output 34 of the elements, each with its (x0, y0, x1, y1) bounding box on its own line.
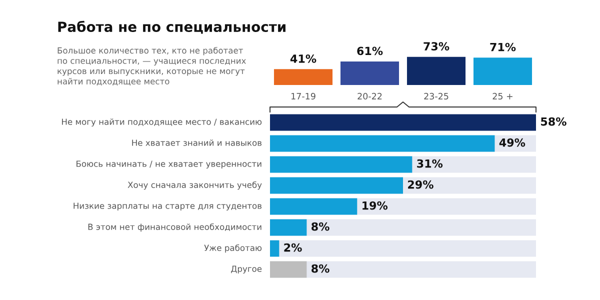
data-label: 61% (357, 46, 383, 56)
x-tick-label: 20-22 (358, 92, 382, 100)
y-tick-label: Другое (231, 266, 262, 274)
data-label: 31% (417, 159, 443, 168)
bar (274, 69, 333, 85)
x-tick-label: 23-25 (424, 92, 448, 100)
data-label: 19% (362, 201, 388, 210)
data-label: 8% (312, 222, 330, 231)
bar (270, 261, 307, 278)
bar (406, 56, 466, 85)
text: Большое количество тех, кто не работает по специальности, — учащиеся последних курсов или выпускники, которые не могут найти подходящее место (58, 47, 246, 86)
data-label: 58% (541, 117, 566, 126)
data-label: 49% (499, 138, 526, 147)
bar (270, 240, 280, 257)
y-tick-label: Боюсь начинать / не хватает уверенности (76, 160, 262, 169)
data-label: 71% (490, 42, 516, 52)
data-label: 29% (408, 180, 434, 189)
data-label: 8% (312, 264, 330, 273)
x-tick-label: 17-19 (292, 92, 316, 100)
y-tick-label: Не могу найти подходящее место / вакансию (62, 118, 262, 127)
data-label: 2% (284, 243, 302, 252)
y-tick-label: Хочу сначала закончить учебу (128, 181, 262, 190)
y-tick-label: Не хватает знаний и навыков (132, 140, 262, 146)
data-label: 41% (290, 54, 316, 63)
bar (473, 58, 532, 85)
bar (270, 219, 307, 236)
y-tick-label: В этом нет финансовой необходимости (88, 223, 262, 232)
bar (270, 198, 358, 215)
data-label: 73% (424, 42, 450, 50)
x-tick-label: 25 + (492, 92, 512, 100)
chart-title: Работа не по специальности (58, 20, 286, 34)
y-tick-label: Низкие зарплаты на старте для студентов (74, 202, 262, 211)
bar (340, 61, 400, 85)
y-tick-label: Уже работаю (204, 244, 262, 253)
